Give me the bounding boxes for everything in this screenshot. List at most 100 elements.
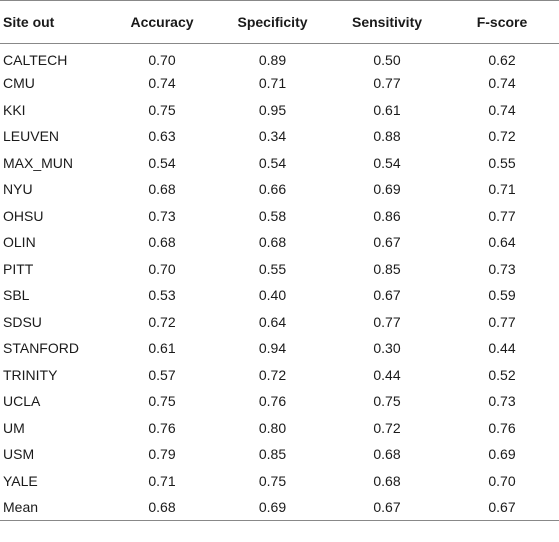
cell-site: UCLA xyxy=(3,393,41,410)
cell-accuracy: 0.75 xyxy=(148,393,176,410)
cell-site: YALE xyxy=(3,472,38,489)
cell-accuracy: 0.68 xyxy=(148,234,176,251)
cell-f-score: 0.70 xyxy=(488,472,516,489)
cell-site: SBL xyxy=(3,287,30,304)
cell-sensitivity: 0.86 xyxy=(373,207,401,224)
cell-f-score: 0.73 xyxy=(488,393,516,410)
cell-sensitivity: 0.30 xyxy=(373,340,401,357)
cell-f-score: 0.69 xyxy=(488,446,516,463)
cell-f-score: 0.74 xyxy=(488,75,516,92)
table-row: SBL 0.53 0.40 0.67 0.59 xyxy=(0,282,559,309)
header-accuracy: Accuracy xyxy=(108,0,216,44)
cell-sensitivity: 0.61 xyxy=(373,101,401,118)
cell-accuracy: 0.53 xyxy=(148,287,176,304)
cell-specificity: 0.69 xyxy=(216,494,329,521)
cell-f-score: 0.44 xyxy=(488,340,516,357)
cell-site: OLIN xyxy=(3,234,36,251)
header-sensitivity: Sensitivity xyxy=(329,0,445,44)
header-f-score: F-score xyxy=(445,0,559,44)
cell-accuracy: 0.73 xyxy=(148,207,176,224)
cell-accuracy: 0.71 xyxy=(148,472,176,489)
cell-specificity: 0.54 xyxy=(258,154,287,171)
table-row: Mean 0.68 0.69 0.67 0.67 xyxy=(0,494,559,521)
cell-specificity: 0.94 xyxy=(258,340,287,357)
cell-specificity: 0.64 xyxy=(258,313,287,330)
table-row: TRINITY 0.57 0.72 0.44 0.52 xyxy=(0,362,559,389)
cell-sensitivity: 0.68 xyxy=(373,472,401,489)
cell-sensitivity: 0.44 xyxy=(373,366,401,383)
cell-sensitivity: 0.75 xyxy=(373,393,401,410)
table-row: CMU 0.74 0.71 0.77 0.74 xyxy=(0,70,559,97)
table-row: OHSU 0.73 0.58 0.86 0.77 xyxy=(0,203,559,230)
header-specificity: Specificity xyxy=(216,0,329,44)
table-row: UCLA 0.75 0.76 0.75 0.73 xyxy=(0,388,559,415)
table-row: LEUVEN 0.63 0.34 0.88 0.72 xyxy=(0,123,559,150)
cell-specificity: 0.80 xyxy=(258,419,287,436)
table-row: NYU 0.68 0.66 0.69 0.71 xyxy=(0,176,559,203)
cell-site: LEUVEN xyxy=(3,128,60,145)
cell-f-score: 0.71 xyxy=(488,181,516,198)
table-row: MAX_MUN 0.54 0.54 0.54 0.55 xyxy=(0,150,559,177)
cell-site: USM xyxy=(3,446,35,463)
cell-specificity: 0.76 xyxy=(258,393,287,410)
cell-f-score: 0.73 xyxy=(488,260,516,277)
cell-accuracy: 0.72 xyxy=(148,313,176,330)
cell-sensitivity: 0.68 xyxy=(373,446,401,463)
cell-f-score: 0.64 xyxy=(488,234,516,251)
cell-accuracy: 0.57 xyxy=(148,366,176,383)
cell-sensitivity: 0.77 xyxy=(373,75,401,92)
table-row: CALTECH 0.70 0.89 0.50 0.62 xyxy=(0,44,559,71)
cell-sensitivity: 0.88 xyxy=(373,128,401,145)
cell-site: UM xyxy=(3,419,25,436)
cell-accuracy: 0.79 xyxy=(148,446,176,463)
cell-specificity: 0.95 xyxy=(258,101,287,118)
header-site-out: Site out xyxy=(0,0,108,44)
cell-accuracy: 0.68 xyxy=(148,181,176,198)
cell-sensitivity: 0.67 xyxy=(329,494,445,521)
table-body: CALTECH 0.70 0.89 0.50 0.62 CMU 0.74 0.71 0.77 0.… xyxy=(0,44,559,521)
cell-accuracy: 0.76 xyxy=(148,419,176,436)
cell-f-score: 0.59 xyxy=(488,287,516,304)
cell-site: Mean xyxy=(0,494,108,521)
cell-accuracy: 0.75 xyxy=(148,101,176,118)
cell-site: PITT xyxy=(3,260,34,277)
cell-f-score: 0.77 xyxy=(488,207,516,224)
cell-sensitivity: 0.54 xyxy=(373,154,401,171)
table-row: SDSU 0.72 0.64 0.77 0.77 xyxy=(0,309,559,336)
cell-specificity: 0.58 xyxy=(258,207,287,224)
cell-site: STANFORD xyxy=(3,340,79,357)
cell-sensitivity: 0.77 xyxy=(373,313,401,330)
cell-specificity: 0.75 xyxy=(258,472,287,489)
cell-f-score: 0.67 xyxy=(445,494,559,521)
cell-f-score: 0.76 xyxy=(488,419,516,436)
table-header: Site out Accuracy Specificity Sensitivit… xyxy=(0,0,559,44)
cell-sensitivity: 0.69 xyxy=(373,181,401,198)
cell-sensitivity: 0.72 xyxy=(373,419,401,436)
cell-accuracy: 0.70 xyxy=(148,260,176,277)
cell-site: MAX_MUN xyxy=(3,154,74,171)
cell-specificity: 0.66 xyxy=(258,181,287,198)
cell-site: NYU xyxy=(3,181,33,198)
header-row: Site out Accuracy Specificity Sensitivit… xyxy=(0,0,559,44)
cell-accuracy: 0.63 xyxy=(148,128,176,145)
cell-accuracy: 0.74 xyxy=(148,75,176,92)
cell-specificity: 0.34 xyxy=(258,128,287,145)
table-row: OLIN 0.68 0.68 0.67 0.64 xyxy=(0,229,559,256)
cell-f-score: 0.52 xyxy=(488,366,516,383)
cell-sensitivity: 0.85 xyxy=(373,260,401,277)
cell-site: KKI xyxy=(3,101,26,118)
cell-specificity: 0.72 xyxy=(258,366,287,383)
cell-specificity: 0.85 xyxy=(258,446,287,463)
results-table: Site out Accuracy Specificity Sensitivit… xyxy=(0,0,559,521)
cell-specificity: 0.89 xyxy=(258,52,287,68)
cell-specificity: 0.55 xyxy=(258,260,287,277)
cell-sensitivity: 0.67 xyxy=(373,234,401,251)
cell-site: SDSU xyxy=(3,313,42,330)
cell-specificity: 0.71 xyxy=(258,75,287,92)
table-row: YALE 0.71 0.75 0.68 0.70 xyxy=(0,468,559,495)
cell-f-score: 0.77 xyxy=(488,313,516,330)
table-row: PITT 0.70 0.55 0.85 0.73 xyxy=(0,256,559,283)
table-row: KKI 0.75 0.95 0.61 0.74 xyxy=(0,97,559,124)
table-row: STANFORD 0.61 0.94 0.30 0.44 xyxy=(0,335,559,362)
cell-specificity: 0.40 xyxy=(258,287,287,304)
